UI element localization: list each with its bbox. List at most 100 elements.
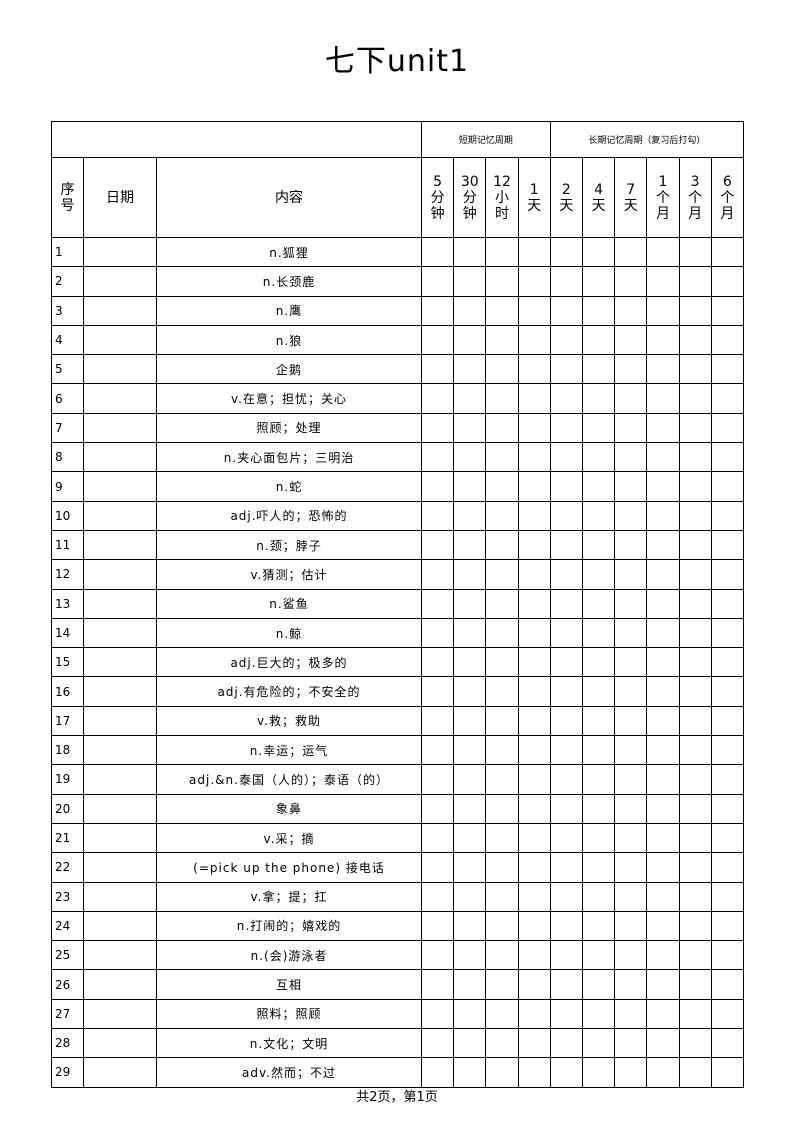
review-check-cell[interactable] [614, 647, 648, 678]
review-check-cell[interactable] [646, 412, 680, 444]
review-check-cell[interactable] [421, 735, 455, 766]
review-check-cell[interactable] [549, 940, 583, 971]
review-check-cell[interactable] [517, 647, 551, 678]
review-check-cell[interactable] [678, 998, 712, 1030]
review-check-cell[interactable] [646, 295, 680, 326]
review-check-cell[interactable] [581, 647, 616, 678]
date-cell[interactable] [83, 676, 157, 707]
date-cell[interactable] [83, 1057, 157, 1088]
review-check-cell[interactable] [517, 412, 551, 444]
review-check-cell[interactable] [517, 471, 551, 502]
review-check-cell[interactable] [581, 764, 616, 795]
review-check-cell[interactable] [517, 617, 551, 649]
review-check-cell[interactable] [646, 735, 680, 766]
review-check-cell[interactable] [453, 383, 487, 414]
review-check-cell[interactable] [549, 764, 583, 795]
review-check-cell[interactable] [485, 266, 519, 297]
review-check-cell[interactable] [517, 1028, 551, 1059]
review-check-cell[interactable] [453, 793, 487, 824]
review-check-cell[interactable] [678, 412, 712, 444]
review-check-cell[interactable] [549, 705, 583, 737]
date-cell[interactable] [83, 529, 157, 561]
review-check-cell[interactable] [549, 383, 583, 414]
review-check-cell[interactable] [453, 764, 487, 795]
review-check-cell[interactable] [646, 1028, 680, 1059]
date-cell[interactable] [83, 617, 157, 649]
review-check-cell[interactable] [678, 647, 712, 678]
review-check-cell[interactable] [710, 881, 744, 912]
review-check-cell[interactable] [678, 354, 712, 385]
review-check-cell[interactable] [710, 705, 744, 737]
review-check-cell[interactable] [581, 588, 616, 619]
review-check-cell[interactable] [678, 676, 712, 707]
review-check-cell[interactable] [485, 588, 519, 619]
review-check-cell[interactable] [453, 588, 487, 619]
review-check-cell[interactable] [453, 442, 487, 473]
review-check-cell[interactable] [549, 354, 583, 385]
review-check-cell[interactable] [485, 969, 519, 1000]
review-check-cell[interactable] [517, 735, 551, 766]
review-check-cell[interactable] [646, 471, 680, 502]
date-cell[interactable] [83, 822, 157, 854]
review-check-cell[interactable] [678, 266, 712, 297]
review-check-cell[interactable] [614, 236, 648, 268]
review-check-cell[interactable] [453, 471, 487, 502]
review-check-cell[interactable] [421, 910, 455, 942]
review-check-cell[interactable] [678, 588, 712, 619]
date-cell[interactable] [83, 910, 157, 942]
review-check-cell[interactable] [485, 881, 519, 912]
review-check-cell[interactable] [678, 295, 712, 326]
review-check-cell[interactable] [421, 236, 455, 268]
review-check-cell[interactable] [710, 676, 744, 707]
review-check-cell[interactable] [517, 559, 551, 590]
review-check-cell[interactable] [646, 588, 680, 619]
review-check-cell[interactable] [614, 852, 648, 883]
review-check-cell[interactable] [710, 529, 744, 561]
review-check-cell[interactable] [678, 1057, 712, 1088]
review-check-cell[interactable] [517, 500, 551, 531]
review-check-cell[interactable] [549, 617, 583, 649]
review-check-cell[interactable] [614, 617, 648, 649]
review-check-cell[interactable] [710, 236, 744, 268]
review-check-cell[interactable] [485, 764, 519, 795]
review-check-cell[interactable] [614, 969, 648, 1000]
review-check-cell[interactable] [646, 881, 680, 912]
review-check-cell[interactable] [614, 383, 648, 414]
review-check-cell[interactable] [485, 940, 519, 971]
review-check-cell[interactable] [421, 676, 455, 707]
date-cell[interactable] [83, 559, 157, 590]
review-check-cell[interactable] [517, 852, 551, 883]
review-check-cell[interactable] [453, 617, 487, 649]
review-check-cell[interactable] [710, 266, 744, 297]
review-check-cell[interactable] [549, 852, 583, 883]
review-check-cell[interactable] [678, 383, 712, 414]
review-check-cell[interactable] [581, 324, 616, 356]
review-check-cell[interactable] [614, 1057, 648, 1088]
date-cell[interactable] [83, 881, 157, 912]
review-check-cell[interactable] [614, 266, 648, 297]
review-check-cell[interactable] [581, 910, 616, 942]
review-check-cell[interactable] [678, 735, 712, 766]
review-check-cell[interactable] [614, 881, 648, 912]
review-check-cell[interactable] [710, 793, 744, 824]
review-check-cell[interactable] [517, 764, 551, 795]
review-check-cell[interactable] [485, 647, 519, 678]
review-check-cell[interactable] [581, 1028, 616, 1059]
review-check-cell[interactable] [646, 559, 680, 590]
review-check-cell[interactable] [549, 442, 583, 473]
review-check-cell[interactable] [710, 412, 744, 444]
review-check-cell[interactable] [453, 735, 487, 766]
review-check-cell[interactable] [453, 705, 487, 737]
review-check-cell[interactable] [549, 1028, 583, 1059]
review-check-cell[interactable] [517, 940, 551, 971]
review-check-cell[interactable] [485, 529, 519, 561]
review-check-cell[interactable] [646, 529, 680, 561]
review-check-cell[interactable] [421, 793, 455, 824]
review-check-cell[interactable] [581, 529, 616, 561]
review-check-cell[interactable] [710, 940, 744, 971]
review-check-cell[interactable] [614, 764, 648, 795]
review-check-cell[interactable] [517, 529, 551, 561]
review-check-cell[interactable] [581, 822, 616, 854]
review-check-cell[interactable] [453, 1057, 487, 1088]
review-check-cell[interactable] [485, 500, 519, 531]
